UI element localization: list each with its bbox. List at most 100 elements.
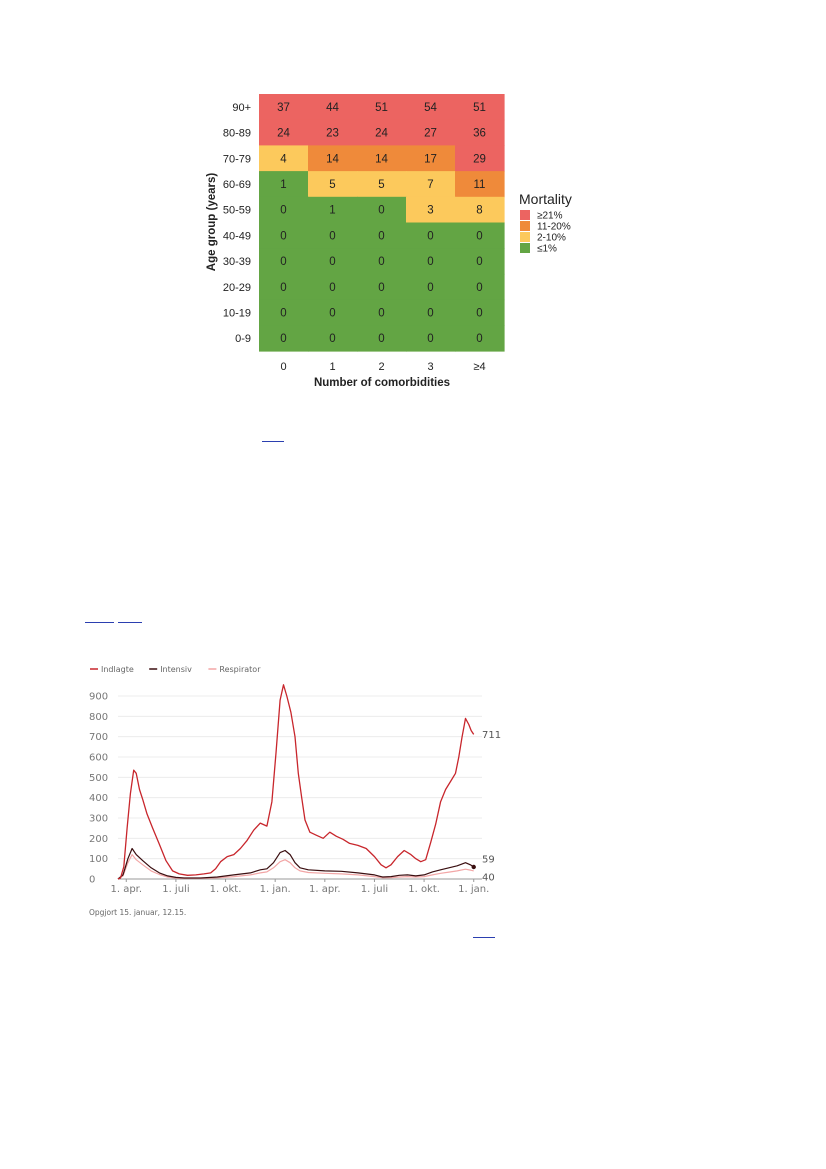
heatmap-cell-value: 29 (473, 153, 486, 165)
heatmap-cell-value: 5 (378, 179, 384, 191)
heatmap-cell (455, 119, 505, 146)
heatmap-x-tick-label: 0 (280, 361, 286, 373)
heatmap-x-tick-label: 1 (329, 361, 335, 373)
heatmap-cell-value: 0 (427, 256, 433, 268)
heatmap-cell (455, 325, 505, 352)
heatmap-cell-value: 11 (474, 179, 486, 191)
heatmap-cell-value: 0 (329, 333, 335, 345)
heatmap-cell-value: 1 (280, 179, 286, 191)
heatmap-y-tick-label: 90+ (232, 102, 251, 114)
heatmap-cell-value: 0 (329, 307, 335, 319)
heatmap-cell-value: 0 (378, 205, 384, 217)
heatmap-cell (406, 94, 456, 121)
heatmap-cell-value: 0 (476, 333, 482, 345)
line-chart-y-tick-labels: 0 100 200 300 400 500 600 700 800 900 (89, 692, 108, 886)
heatmap-cell (357, 299, 407, 326)
legend-label: Respirator (219, 665, 261, 674)
heatmap-y-tick-label: 0-9 (235, 333, 251, 345)
series-line-intensiv (117, 847, 475, 880)
line-chart-x-tick-labels: 1. apr. 1. juli 1. okt. 1. jan. 1. apr. 1. ju… (110, 879, 489, 895)
x-tick-label: 1. juli (361, 884, 388, 895)
heatmap-cell (406, 325, 456, 352)
heatmap-cell (259, 94, 309, 121)
heatmap-cell-value: 0 (378, 282, 384, 294)
heatmap-y-tick-label: 40-49 (223, 230, 251, 242)
legend-label: Intensiv (160, 665, 192, 674)
heatmap-cell (308, 171, 358, 198)
heatmap-cell-value: 8 (476, 205, 482, 217)
reference-link-underline[interactable] (85, 622, 114, 623)
heatmap-cell-value: 37 (277, 102, 290, 114)
y-tick-label: 900 (89, 692, 108, 703)
series-end-label: 59 (482, 855, 495, 866)
y-tick-label: 500 (89, 773, 108, 784)
heatmap-cell-value: 14 (375, 153, 388, 165)
heatmap-cell-value: 0 (280, 256, 286, 268)
heatmap-cell-value: 0 (280, 307, 286, 319)
heatmap-x-tick-label: 3 (427, 361, 433, 373)
heatmap-cell (455, 248, 505, 275)
heatmap-y-tick-label: 60-69 (223, 179, 251, 191)
series-end-label: 40 (482, 872, 495, 883)
x-tick-label: 1. okt. (210, 884, 242, 895)
x-tick-label: 1. juli (162, 884, 189, 895)
heatmap-cell (406, 145, 456, 172)
heatmap-cell-value: 51 (375, 102, 388, 114)
heatmap-cell (357, 171, 407, 198)
heatmap-y-axis-label: Age group (years) (206, 173, 218, 272)
y-tick-label: 100 (89, 854, 108, 865)
heatmap-cell (308, 119, 358, 146)
heatmap-x-axis-label: Number of comorbidities (314, 377, 450, 389)
x-tick-label: 1. apr. (309, 884, 341, 895)
heatmap-cell (308, 196, 358, 224)
heatmap-cell-value: 4 (280, 153, 287, 165)
x-tick-label: 1. jan. (458, 884, 489, 895)
heatmap-x-tick-label: ≥4 (473, 361, 485, 373)
line-chart-end-labels: 711 59 40 (471, 730, 501, 883)
heatmap-cell (259, 222, 309, 249)
heatmap-cell (259, 196, 309, 224)
heatmap-cell (259, 325, 309, 352)
heatmap-cell (308, 248, 358, 275)
legend-swatch (520, 221, 530, 231)
series-end-marker (471, 864, 476, 870)
heatmap-x-tick-label: 2 (378, 361, 384, 373)
heatmap-y-tick-label: 20-29 (223, 282, 251, 294)
heatmap-cell (455, 299, 505, 326)
heatmap-cell-value: 0 (476, 230, 482, 242)
reference-link-underline[interactable] (118, 622, 142, 623)
heatmap-cell (259, 119, 309, 146)
legend-swatch (520, 210, 530, 220)
y-tick-label: 800 (89, 712, 108, 723)
heatmap-cell-value: 0 (427, 333, 433, 345)
y-tick-label: 200 (89, 834, 108, 845)
heatmap-cell-value: 24 (277, 128, 290, 140)
heatmap-cell (357, 119, 407, 146)
heatmap-cell-value: 0 (280, 282, 286, 294)
line-chart-note: Opgjort 15. januar, 12.15. (89, 908, 187, 917)
heatmap-cell (259, 248, 309, 275)
line-chart-legend: Indlagte Intensiv Respirator (90, 665, 261, 674)
y-tick-label: 700 (89, 732, 108, 743)
heatmap-cell (406, 273, 456, 301)
heatmap-cell-value: 0 (378, 230, 384, 242)
line-chart-gridlines (118, 695, 482, 880)
series-end-label: 711 (482, 730, 501, 741)
heatmap-cell (406, 119, 456, 146)
reference-link-underline[interactable] (473, 937, 495, 938)
legend-label: 2-10% (537, 233, 566, 244)
heatmap-cell (308, 299, 358, 326)
heatmap-cell (406, 171, 456, 198)
heatmap-x-tick-labels: 0 1 2 3 ≥4 (280, 361, 485, 373)
heatmap-cell (455, 196, 505, 224)
heatmap-cell (406, 222, 456, 249)
heatmap-cell-value: 1 (329, 205, 335, 217)
heatmap-cell (455, 171, 505, 198)
heatmap-y-tick-label: 80-89 (223, 128, 251, 140)
legend-swatch (520, 243, 530, 253)
reference-link-underline[interactable] (262, 441, 284, 442)
heatmap-cell-value: 0 (329, 282, 335, 294)
heatmap-cell (455, 145, 505, 172)
heatmap-cell (406, 248, 456, 275)
heatmap-cell (357, 325, 407, 352)
